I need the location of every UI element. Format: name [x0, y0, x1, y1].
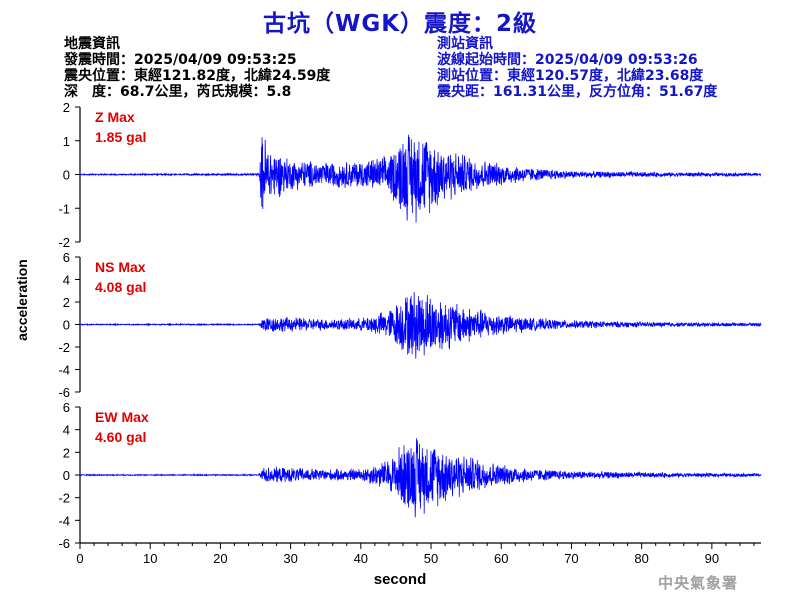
y-axis-label: acceleration [14, 259, 30, 341]
epicentral-distance: 震央距：161.31公里，反方位角：51.67度 [437, 84, 718, 100]
quake-info-heading: 地震資訊 [64, 36, 120, 52]
x-tick-label: 60 [494, 551, 508, 566]
y-tick-label: -2 [58, 491, 70, 506]
y-tick-label: 0 [63, 318, 70, 333]
y-tick-label: 2 [63, 295, 70, 310]
y-tick-label: -2 [58, 235, 70, 250]
y-tick-label: 1 [63, 134, 70, 149]
epicenter-location: 震央位置：東經121.82度，北緯24.59度 [64, 68, 331, 84]
wave-start-time: 波線起始時間：2025/04/09 09:53:26 [437, 52, 698, 68]
x-tick-label: 10 [143, 551, 157, 566]
station-info-heading: 測站資訊 [437, 36, 493, 52]
agency-watermark: 中央氣象署 [658, 574, 739, 592]
y-tick-label: -2 [58, 340, 70, 355]
x-tick-label: 70 [564, 551, 578, 566]
waveform-ew [79, 438, 762, 518]
page-title: 古坑（WGK）震度：2級 [262, 11, 538, 37]
y-tick-label: 4 [63, 273, 70, 288]
max-label-ew: EW Max [95, 409, 149, 425]
station-location: 測站位置：東經120.57度，北緯23.68度 [437, 68, 704, 84]
waveform-z [79, 134, 762, 223]
y-tick-label: 6 [63, 400, 70, 415]
max-label-ns: NS Max [95, 259, 146, 275]
x-tick-label: 50 [424, 551, 438, 566]
origin-time: 發震時間：2025/04/09 09:53:25 [64, 52, 297, 68]
x-axis-label: second [373, 571, 427, 588]
x-tick-label: 0 [76, 551, 83, 566]
earthquake-info: 地震資訊 發震時間：2025/04/09 09:53:25 震央位置：東經121… [64, 36, 330, 100]
max-value-ew: 4.60 gal [95, 429, 146, 445]
y-tick-label: -4 [58, 513, 70, 528]
x-tick-label: 40 [354, 551, 368, 566]
y-tick-label: 2 [63, 445, 70, 460]
max-label-z: Z Max [95, 109, 135, 125]
x-tick-label: 30 [283, 551, 297, 566]
max-value-ns: 4.08 gal [95, 279, 146, 295]
y-tick-label: -1 [58, 201, 70, 216]
x-tick-label: 90 [705, 551, 719, 566]
y-tick-label: 0 [63, 168, 70, 183]
x-tick-label: 80 [634, 551, 648, 566]
station-info: 測站資訊 波線起始時間：2025/04/09 09:53:26 測站位置：東經1… [437, 36, 717, 100]
max-value-z: 1.85 gal [95, 129, 146, 145]
y-tick-label: -6 [58, 385, 70, 400]
y-tick-label: 4 [63, 423, 70, 438]
waveform-ns [79, 292, 762, 359]
y-tick-label: 6 [63, 250, 70, 265]
y-tick-label: 2 [63, 100, 70, 115]
x-tick-label: 20 [213, 551, 227, 566]
y-tick-label: -6 [58, 536, 70, 551]
y-tick-label: -4 [58, 363, 70, 378]
depth-magnitude: 深 度：68.7公里，芮氏規模：5.8 [64, 84, 292, 100]
y-tick-label: 0 [63, 468, 70, 483]
